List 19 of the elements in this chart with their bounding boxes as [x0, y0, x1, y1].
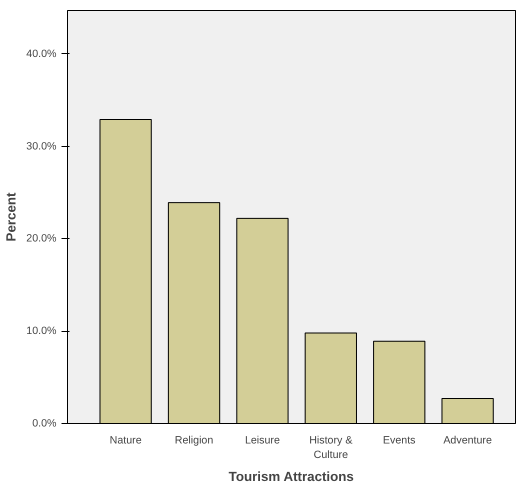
- bar: [373, 340, 426, 424]
- x-tick-label: Religion: [174, 434, 214, 446]
- y-axis-title: Percent: [3, 192, 18, 242]
- x-tick-label: History & Culture: [309, 434, 352, 461]
- x-tick-label: Events: [382, 434, 416, 446]
- bar: [304, 332, 357, 424]
- x-tick-label: Nature: [110, 434, 142, 446]
- y-tick-label: 0.0%: [32, 418, 58, 430]
- bar: [441, 398, 494, 424]
- x-tick-label: Adventure: [443, 434, 492, 446]
- bar: [99, 119, 152, 424]
- y-tick-label: 10.0%: [26, 325, 58, 338]
- bar: [168, 202, 220, 424]
- y-tick-label: 40.0%: [26, 48, 58, 60]
- bar: [236, 218, 289, 424]
- x-axis-title: Tourism Attractions: [228, 468, 354, 484]
- x-tick-label: Leisure: [244, 434, 280, 446]
- y-tick-label: 20.0%: [26, 232, 58, 245]
- y-tick-label: 30.0%: [26, 140, 58, 152]
